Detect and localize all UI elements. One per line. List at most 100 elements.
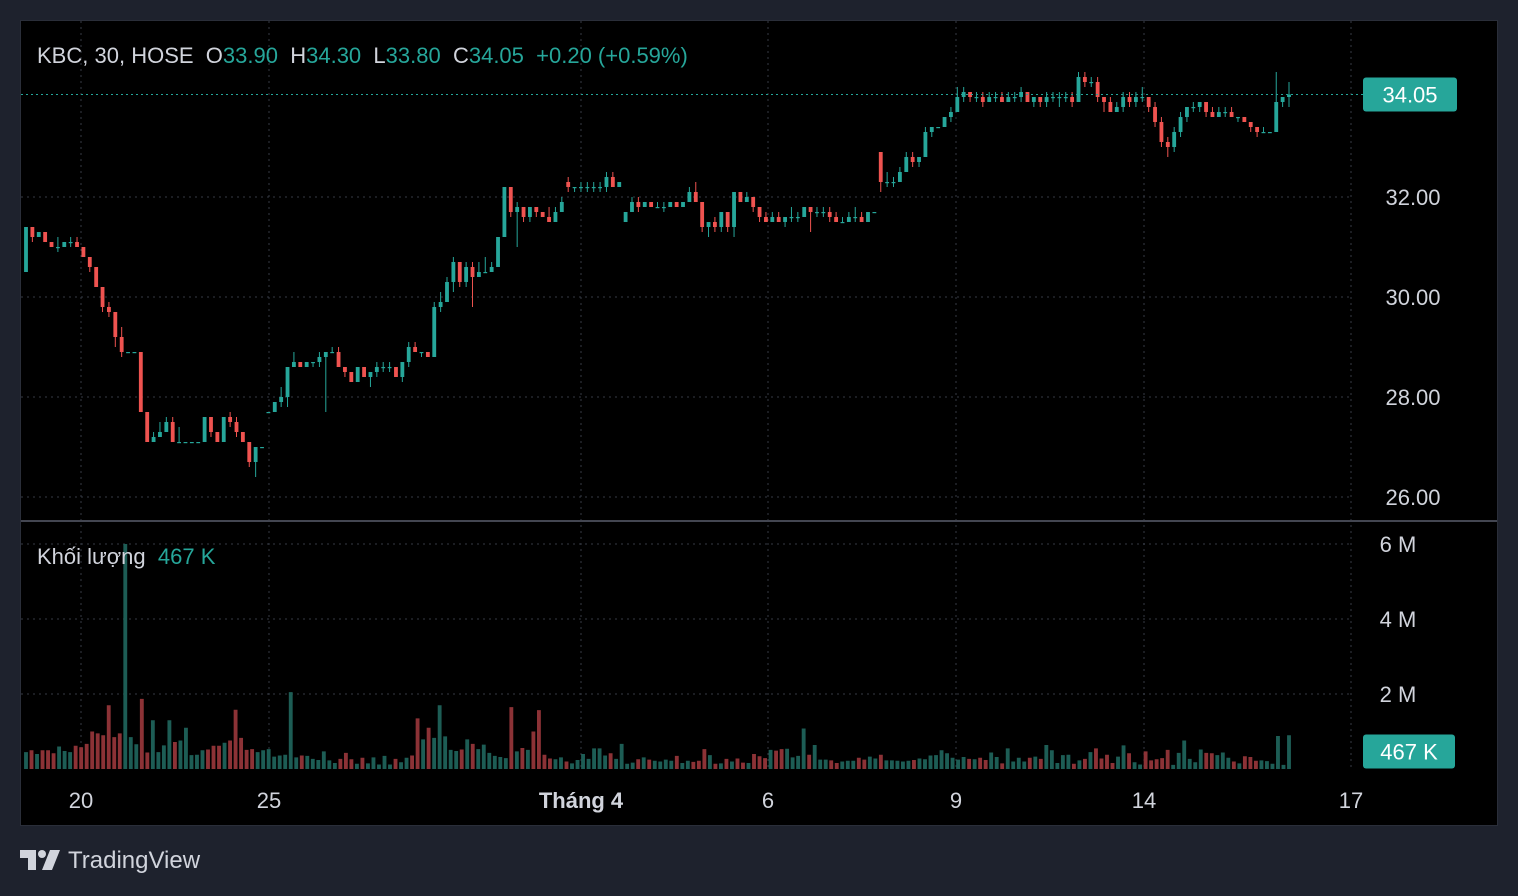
volume-bar xyxy=(1204,752,1209,769)
volume-bar xyxy=(834,763,839,769)
chart-frame[interactable]: 32.00 30.00 28.00 26.00 34.05 6 M 4 M 2 M 467 K 2… xyxy=(20,20,1498,826)
candle-body xyxy=(126,352,130,354)
candle-body xyxy=(866,212,870,222)
volume-bar xyxy=(934,755,938,769)
volume-bar xyxy=(912,760,916,769)
candle-body xyxy=(87,257,92,267)
last-price-label: 34.05 xyxy=(1382,83,1437,108)
candle-body xyxy=(528,207,532,217)
candle-body xyxy=(840,222,845,224)
candle-body xyxy=(291,362,296,367)
candle-body xyxy=(540,212,545,217)
volume-bar xyxy=(608,753,613,769)
candle-body xyxy=(617,182,622,187)
candle-body xyxy=(457,262,462,282)
last-price-badge xyxy=(1363,77,1457,112)
volume-bar xyxy=(305,755,310,769)
candle-body xyxy=(202,417,207,442)
volume-bar xyxy=(724,758,729,769)
volume-bar xyxy=(90,731,95,769)
tradingview-branding[interactable]: TradingView xyxy=(20,846,200,876)
candle-body xyxy=(1216,112,1221,117)
candle-body xyxy=(1178,117,1183,132)
candle-body xyxy=(566,182,571,187)
volume-bar xyxy=(62,751,67,769)
volume-bar xyxy=(459,749,464,769)
volume-bar xyxy=(167,720,172,769)
candle-body xyxy=(949,112,953,117)
symbol[interactable]: KBC xyxy=(37,43,83,68)
candle-body xyxy=(228,417,233,422)
volume-last-value: 467 K xyxy=(157,544,216,569)
candle-body xyxy=(1274,102,1279,132)
volume-bar xyxy=(349,759,354,769)
volume-bar xyxy=(630,762,635,769)
candle-body xyxy=(323,352,328,357)
volume-bar xyxy=(856,757,861,769)
time-axis-label: 20 xyxy=(69,788,93,813)
volume-bar xyxy=(1138,764,1143,769)
volume-bar xyxy=(46,750,50,769)
volume-bar xyxy=(658,761,663,769)
candle-body xyxy=(521,207,526,217)
volume-bar xyxy=(559,757,563,769)
price-tick-label: 26.00 xyxy=(1385,485,1440,510)
candle-body xyxy=(1063,97,1068,99)
candle-body xyxy=(317,357,322,362)
volume-bar xyxy=(702,749,707,769)
candle-body xyxy=(158,432,162,437)
volume-bar xyxy=(343,752,348,769)
volume-bar xyxy=(498,757,503,769)
candle-body xyxy=(1025,92,1030,102)
volume-bar xyxy=(663,759,668,769)
volume-bar xyxy=(1154,759,1159,769)
candle-body xyxy=(164,422,169,432)
candle-body xyxy=(438,302,443,307)
volume-bar xyxy=(1044,745,1049,769)
chart-canvas[interactable]: 32.00 30.00 28.00 26.00 34.05 6 M 4 M 2 M 467 K 2… xyxy=(21,21,1498,826)
volume-bar xyxy=(233,709,238,769)
price-tick-label: 30.00 xyxy=(1385,285,1440,310)
volume-bar xyxy=(73,745,78,769)
volume-bar xyxy=(448,749,453,769)
volume-bar xyxy=(1143,751,1148,769)
volume-bar xyxy=(206,749,210,769)
volume-bar xyxy=(520,748,525,769)
candle-body xyxy=(623,212,628,222)
volume-bar xyxy=(487,752,492,769)
volume-bar xyxy=(674,755,679,769)
candle-body xyxy=(419,352,424,354)
candle-body xyxy=(75,242,79,247)
volume-bar xyxy=(746,763,751,769)
volume-bar xyxy=(244,749,249,769)
candle-body xyxy=(355,367,360,382)
candle-body xyxy=(145,412,150,442)
candle-body xyxy=(757,207,762,217)
candle-body xyxy=(221,417,226,442)
candle-body xyxy=(936,127,941,129)
candle-body xyxy=(655,207,660,209)
candle-body xyxy=(508,187,513,212)
candle-body xyxy=(234,422,239,432)
candle-body xyxy=(559,202,564,212)
volume-bar xyxy=(1242,756,1247,769)
volume-tick-label: 2 M xyxy=(1380,682,1417,707)
candle-body xyxy=(43,232,48,242)
candle-body xyxy=(904,157,909,172)
candle-body xyxy=(285,367,290,397)
candle-body xyxy=(515,207,520,212)
volume-bar xyxy=(553,759,558,769)
candle-body xyxy=(821,212,826,214)
volume-bar xyxy=(1027,757,1032,769)
volume-bar xyxy=(696,760,701,769)
volume-last-badge xyxy=(1363,734,1455,769)
candle-body xyxy=(572,187,577,189)
open-value: 33.90 xyxy=(222,43,278,68)
volume-bar xyxy=(393,758,398,769)
candle-body xyxy=(827,212,832,217)
candle-body xyxy=(138,352,143,412)
volume-label[interactable]: Khối lượng xyxy=(37,544,146,569)
candle-body xyxy=(1031,97,1036,102)
candle-body xyxy=(891,182,896,184)
volume-bar xyxy=(161,745,166,769)
